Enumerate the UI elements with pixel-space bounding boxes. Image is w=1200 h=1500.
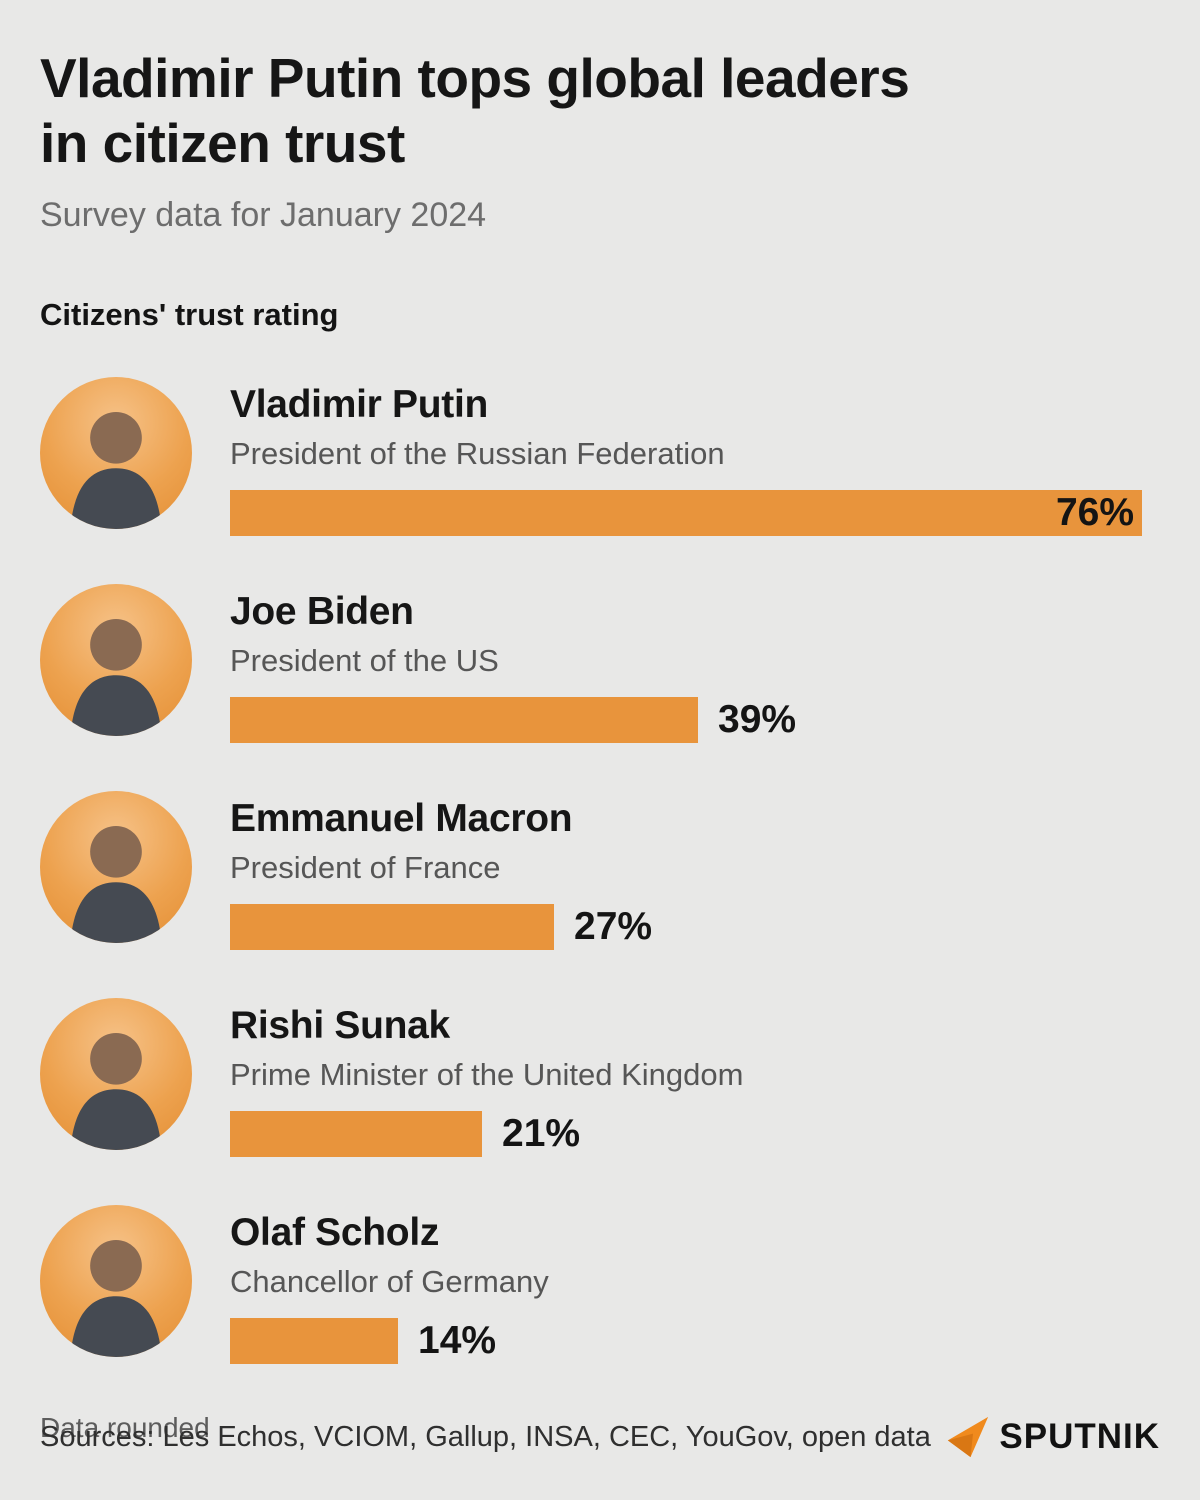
leader-info: Olaf Scholz Chancellor of Germany 14% 14… [230,1205,1160,1364]
leader-position: Prime Minister of the United Kingdom [230,1056,744,1092]
avatar-rishi-sunak [40,997,192,1150]
bar-track: 76% 76% [230,489,1160,536]
trust-bar: 27% [230,903,554,950]
leader-position: President of the US [230,642,499,678]
brand-logo: SPUTNIK [947,1416,1160,1458]
leader-name: Joe Biden [230,589,414,633]
bar-track: 39% 39% [230,696,1160,743]
leader-info: Vladimir Putin President of the Russian … [230,377,1160,536]
bar-track: 27% 27% [230,903,1160,950]
leader-name: Rishi Sunak [230,1003,450,1047]
page-title: Vladimir Putin tops global leaders in ci… [40,46,1160,176]
trust-bar: 14% [230,1317,398,1364]
leader-row-vladimir-putin: Vladimir Putin President of the Russian … [40,376,1160,536]
brand-name: SPUTNIK [999,1417,1160,1456]
leader-info: Joe Biden President of the US 39% 39% [230,584,1160,743]
leader-position: Chancellor of Germany [230,1263,549,1299]
person-silhouette-icon [70,1239,162,1357]
leader-name: Vladimir Putin [230,382,489,426]
chart-section-label: Citizens' trust rating [40,296,339,332]
avatar-emmanuel-macron [40,790,192,943]
person-silhouette-icon [70,825,162,943]
page-title-line2: in citizen trust [40,111,405,174]
leader-info: Rishi Sunak Prime Minister of the United… [230,998,1160,1157]
person-silhouette-icon [70,1032,162,1150]
leader-info: Emmanuel Macron President of France 27% … [230,791,1160,950]
leader-row-olaf-scholz: Olaf Scholz Chancellor of Germany 14% 14… [40,1204,1160,1364]
bar-value-label: 21% [502,1111,581,1155]
leader-row-emmanuel-macron: Emmanuel Macron President of France 27% … [40,790,1160,950]
bar-value-label: 27% [574,904,653,948]
bar-value-label: 14% [418,1318,497,1362]
avatar-olaf-scholz [40,1204,192,1357]
leader-name: Olaf Scholz [230,1210,440,1254]
footer: Sources: Les Echos, VCIOM, Gallup, INSA,… [40,1416,1160,1458]
data-rounded-note: Data rounded [40,1411,210,1443]
bar-value-label: 39% [718,697,797,741]
leader-position: President of France [230,849,501,885]
leader-row-joe-biden: Joe Biden President of the US 39% 39% [40,583,1160,743]
trust-bar: 76% [230,489,1142,536]
person-silhouette-icon [70,411,162,529]
trust-bar: 39% [230,696,698,743]
leader-position: President of the Russian Federation [230,435,725,471]
bar-track: 21% 21% [230,1110,1160,1157]
leader-bar-chart: Vladimir Putin President of the Russian … [40,376,1160,1364]
avatar-vladimir-putin [40,376,192,529]
sputnik-arrow-icon [948,1416,989,1458]
leader-row-rishi-sunak: Rishi Sunak Prime Minister of the United… [40,997,1160,1157]
trust-bar: 21% [230,1110,482,1157]
person-silhouette-icon [70,618,162,736]
bar-track: 14% 14% [230,1317,1160,1364]
leader-name: Emmanuel Macron [230,796,573,840]
bar-value-label: 76% [1055,490,1134,534]
page-subtitle: Survey data for January 2024 [40,195,487,234]
sources-text: Sources: Les Echos, VCIOM, Gallup, INSA,… [40,1420,931,1453]
avatar-joe-biden [40,583,192,736]
page-title-line1: Vladimir Putin tops global leaders [40,47,910,109]
